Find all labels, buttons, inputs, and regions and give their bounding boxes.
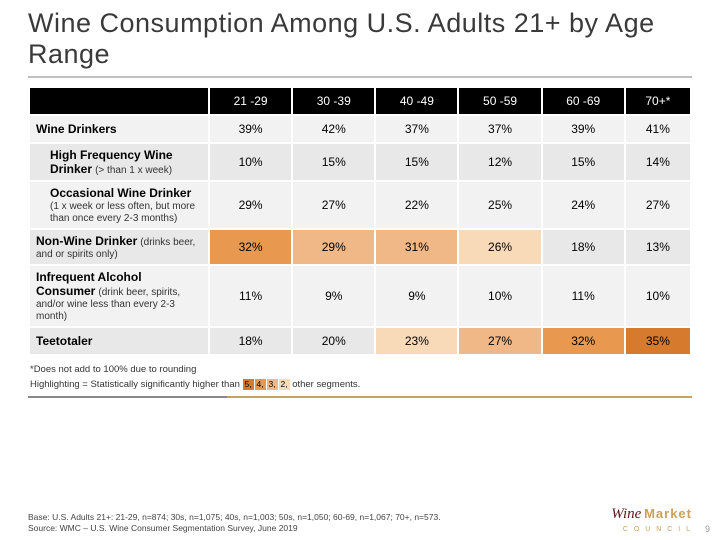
- row-label: Occasional Wine Drinker (1 x week or les…: [29, 181, 209, 229]
- legend-chip: 2,: [279, 379, 290, 390]
- table-row: Teetotaler18%20%23%27%32%35%: [29, 327, 691, 355]
- table-cell: 9%: [292, 265, 375, 327]
- col-header: 70+*: [625, 87, 691, 115]
- table-cell: 42%: [292, 115, 375, 143]
- table-cell: 35%: [625, 327, 691, 355]
- legend-chip: 5,: [243, 379, 254, 390]
- col-header: 60 -69: [542, 87, 625, 115]
- table-cell: 25%: [458, 181, 541, 229]
- table-cell: 11%: [542, 265, 625, 327]
- title-underline: [28, 76, 692, 78]
- row-label: Wine Drinkers: [29, 115, 209, 143]
- col-header: 21 -29: [209, 87, 292, 115]
- table-cell: 27%: [292, 181, 375, 229]
- table-cell: 20%: [292, 327, 375, 355]
- table-cell: 23%: [375, 327, 458, 355]
- table-cell: 12%: [458, 143, 541, 181]
- table-cell: 41%: [625, 115, 691, 143]
- table-cell: 22%: [375, 181, 458, 229]
- table-cell: 18%: [209, 327, 292, 355]
- table-cell: 39%: [209, 115, 292, 143]
- table-cell: 29%: [292, 229, 375, 265]
- footnote-legend: Highlighting = Statistically significant…: [30, 377, 690, 392]
- bottom-rule: [28, 396, 692, 398]
- table-cell: 10%: [625, 265, 691, 327]
- row-label: Teetotaler: [29, 327, 209, 355]
- page-number: 9: [705, 524, 710, 534]
- table-cell: 24%: [542, 181, 625, 229]
- footnote-rounding: *Does not add to 100% due to rounding: [30, 362, 690, 377]
- table-row: High Frequency Wine Drinker (> than 1 x …: [29, 143, 691, 181]
- footnotes: *Does not add to 100% due to rounding Hi…: [0, 356, 720, 392]
- table-cell: 15%: [542, 143, 625, 181]
- table-cell: 14%: [625, 143, 691, 181]
- table-cell: 13%: [625, 229, 691, 265]
- legend-chip: 3,: [267, 379, 278, 390]
- table-cell: 10%: [458, 265, 541, 327]
- row-label: High Frequency Wine Drinker (> than 1 x …: [29, 143, 209, 181]
- table-row: Infrequent Alcohol Consumer (drink beer,…: [29, 265, 691, 327]
- table-cell: 26%: [458, 229, 541, 265]
- table-row: Non-Wine Drinker (drinks beer, and or sp…: [29, 229, 691, 265]
- table-cell: 32%: [542, 327, 625, 355]
- legend-chip: 4,: [255, 379, 266, 390]
- row-label: Infrequent Alcohol Consumer (drink beer,…: [29, 265, 209, 327]
- col-header: 40 -49: [375, 87, 458, 115]
- table-cell: 29%: [209, 181, 292, 229]
- table-corner: [29, 87, 209, 115]
- table-cell: 27%: [458, 327, 541, 355]
- table-cell: 15%: [292, 143, 375, 181]
- col-header: 50 -59: [458, 87, 541, 115]
- table-cell: 32%: [209, 229, 292, 265]
- table-cell: 37%: [458, 115, 541, 143]
- table-cell: 39%: [542, 115, 625, 143]
- table-cell: 18%: [542, 229, 625, 265]
- row-label: Non-Wine Drinker (drinks beer, and or sp…: [29, 229, 209, 265]
- table-row: Occasional Wine Drinker (1 x week or les…: [29, 181, 691, 229]
- table-cell: 15%: [375, 143, 458, 181]
- table-cell: 11%: [209, 265, 292, 327]
- logo: Wine Market C O U N C I L: [611, 506, 692, 534]
- base-source: Base: U.S. Adults 21+: 21-29, n=874; 30s…: [28, 512, 441, 534]
- table-cell: 10%: [209, 143, 292, 181]
- table-cell: 31%: [375, 229, 458, 265]
- table-cell: 9%: [375, 265, 458, 327]
- table-cell: 27%: [625, 181, 691, 229]
- data-table: 21 -2930 -3940 -4950 -5960 -6970+* Wine …: [28, 86, 692, 356]
- table-row: Wine Drinkers39%42%37%37%39%41%: [29, 115, 691, 143]
- table-cell: 37%: [375, 115, 458, 143]
- col-header: 30 -39: [292, 87, 375, 115]
- footer: Base: U.S. Adults 21+: 21-29, n=874; 30s…: [28, 506, 692, 534]
- page-title: Wine Consumption Among U.S. Adults 21+ b…: [0, 0, 720, 72]
